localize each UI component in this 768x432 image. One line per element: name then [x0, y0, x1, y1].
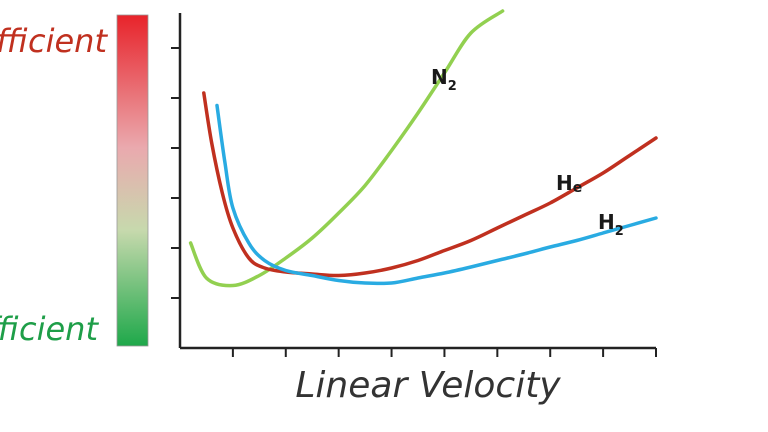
series-label-n2: N2 [431, 65, 457, 94]
series-line-h2 [215, 103, 658, 286]
y-ticks [171, 47, 180, 299]
efficiency-scale-bar [116, 14, 149, 347]
x-ticks [231, 348, 657, 357]
series-label-he: He [556, 171, 582, 196]
series-label-h2: H2 [598, 210, 624, 239]
scale-top-label: fficient [0, 22, 108, 60]
scale-bottom-label: fficient [0, 310, 99, 348]
series-line-he [202, 91, 658, 278]
series-lines [188, 9, 658, 288]
series-line-n2 [188, 9, 505, 288]
x-axis-title: Linear Velocity [295, 365, 561, 406]
